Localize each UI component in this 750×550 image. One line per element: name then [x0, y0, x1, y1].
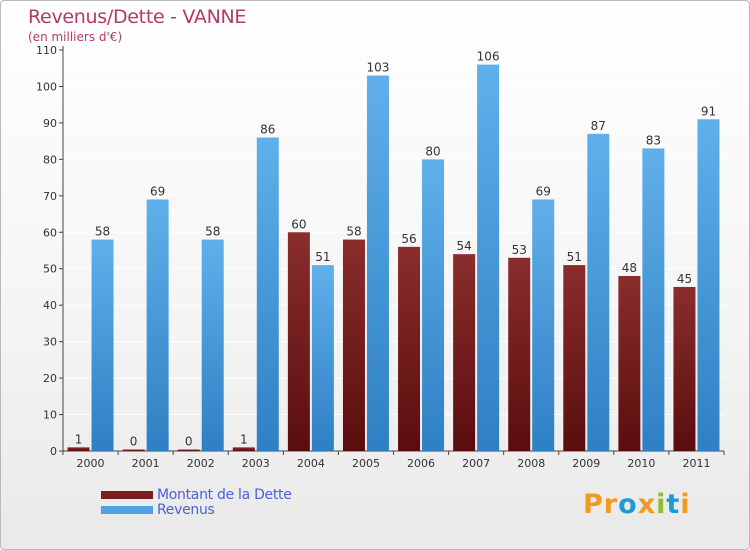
bar-debt [67, 447, 90, 451]
bar-debt [398, 246, 421, 451]
bar-debt [563, 265, 586, 451]
bar-revenue [311, 265, 334, 451]
legend-item-debt: Montant de la Dette [101, 486, 292, 503]
bar-revenue [697, 119, 720, 451]
data-label: 0 [130, 435, 138, 449]
data-label: 58 [95, 225, 110, 239]
x-tick-label: 2011 [682, 457, 710, 470]
x-tick-label: 2001 [132, 457, 160, 470]
data-label: 69 [150, 184, 165, 198]
data-label: 86 [260, 122, 275, 136]
data-label: 1 [240, 432, 248, 446]
bar-debt [508, 257, 531, 451]
bar-debt [177, 449, 200, 451]
y-tick-label: 50 [43, 263, 57, 276]
y-tick-label: 60 [43, 226, 57, 239]
bar-revenue [366, 75, 389, 451]
bar-debt [232, 447, 255, 451]
data-label: 48 [622, 261, 637, 275]
y-tick-label: 40 [43, 299, 57, 312]
data-label: 106 [477, 50, 500, 64]
legend-item-revenue: Revenus [101, 501, 292, 518]
bar-debt [122, 449, 145, 451]
data-label: 83 [646, 133, 661, 147]
logo-letter: r [603, 489, 619, 520]
x-tick-label: 2005 [352, 457, 380, 470]
chart-title: Revenus/Dette - VANNE [28, 6, 247, 28]
bar-revenue [256, 137, 279, 451]
data-label: 1 [75, 432, 83, 446]
x-tick-label: 2010 [627, 457, 655, 470]
data-label: 51 [315, 250, 330, 264]
legend: Montant de la Dette Revenus [101, 486, 292, 518]
logo-letter: i [680, 489, 691, 520]
data-label: 45 [677, 272, 692, 286]
data-label: 60 [291, 217, 306, 231]
x-tick-label: 2007 [462, 457, 490, 470]
y-tick-label: 10 [43, 409, 57, 422]
bar-revenue [91, 239, 114, 451]
data-label: 0 [185, 435, 193, 449]
bar-revenue [422, 159, 445, 451]
y-tick-label: 30 [43, 336, 57, 349]
x-tick-label: 2006 [407, 457, 435, 470]
data-label: 87 [591, 119, 606, 133]
data-label: 53 [512, 243, 527, 257]
bar-revenue [642, 148, 665, 451]
x-tick-label: 2002 [187, 457, 215, 470]
x-tick-label: 2009 [572, 457, 600, 470]
x-tick-label: 2008 [517, 457, 545, 470]
bar-revenue [587, 133, 610, 451]
bar-debt [618, 276, 641, 451]
data-label: 58 [346, 225, 361, 239]
data-label: 69 [536, 184, 551, 198]
bar-debt [673, 286, 696, 451]
legend-swatch-debt [101, 490, 153, 499]
bar-revenue [477, 64, 500, 451]
logo-letter: P [583, 489, 604, 520]
y-tick-label: 0 [50, 445, 57, 458]
bar-revenue [201, 239, 224, 451]
logo-letter: o [618, 489, 638, 520]
y-tick-label: 100 [36, 80, 57, 93]
x-tick-label: 2000 [77, 457, 105, 470]
data-label: 103 [367, 61, 390, 75]
bar-revenue [146, 199, 169, 451]
y-tick-label: 20 [43, 372, 57, 385]
data-label: 58 [205, 225, 220, 239]
data-label: 91 [701, 104, 716, 118]
bar-debt [453, 254, 476, 451]
x-tick-label: 2003 [242, 457, 270, 470]
legend-label-revenue: Revenus [157, 501, 215, 518]
legend-label-debt: Montant de la Dette [157, 486, 292, 503]
logo-letter: t [666, 489, 681, 520]
legend-swatch-revenue [101, 505, 153, 514]
bar-debt [287, 232, 310, 451]
y-tick-label: 110 [36, 44, 57, 57]
y-tick-label: 90 [43, 117, 57, 130]
logo-letter: i [656, 489, 667, 520]
y-tick-label: 70 [43, 190, 57, 203]
chart-subtitle: (en milliers d'€) [28, 30, 123, 44]
y-tick-label: 80 [43, 153, 57, 166]
data-label: 56 [401, 232, 416, 246]
bar-debt [342, 239, 365, 451]
data-label: 51 [567, 250, 582, 264]
data-label: 54 [456, 239, 471, 253]
data-label: 80 [425, 144, 440, 158]
proxiti-logo: Proxiti [583, 489, 691, 520]
bar-revenue [532, 199, 555, 451]
logo-letter: x [637, 489, 657, 520]
x-tick-label: 2004 [297, 457, 325, 470]
